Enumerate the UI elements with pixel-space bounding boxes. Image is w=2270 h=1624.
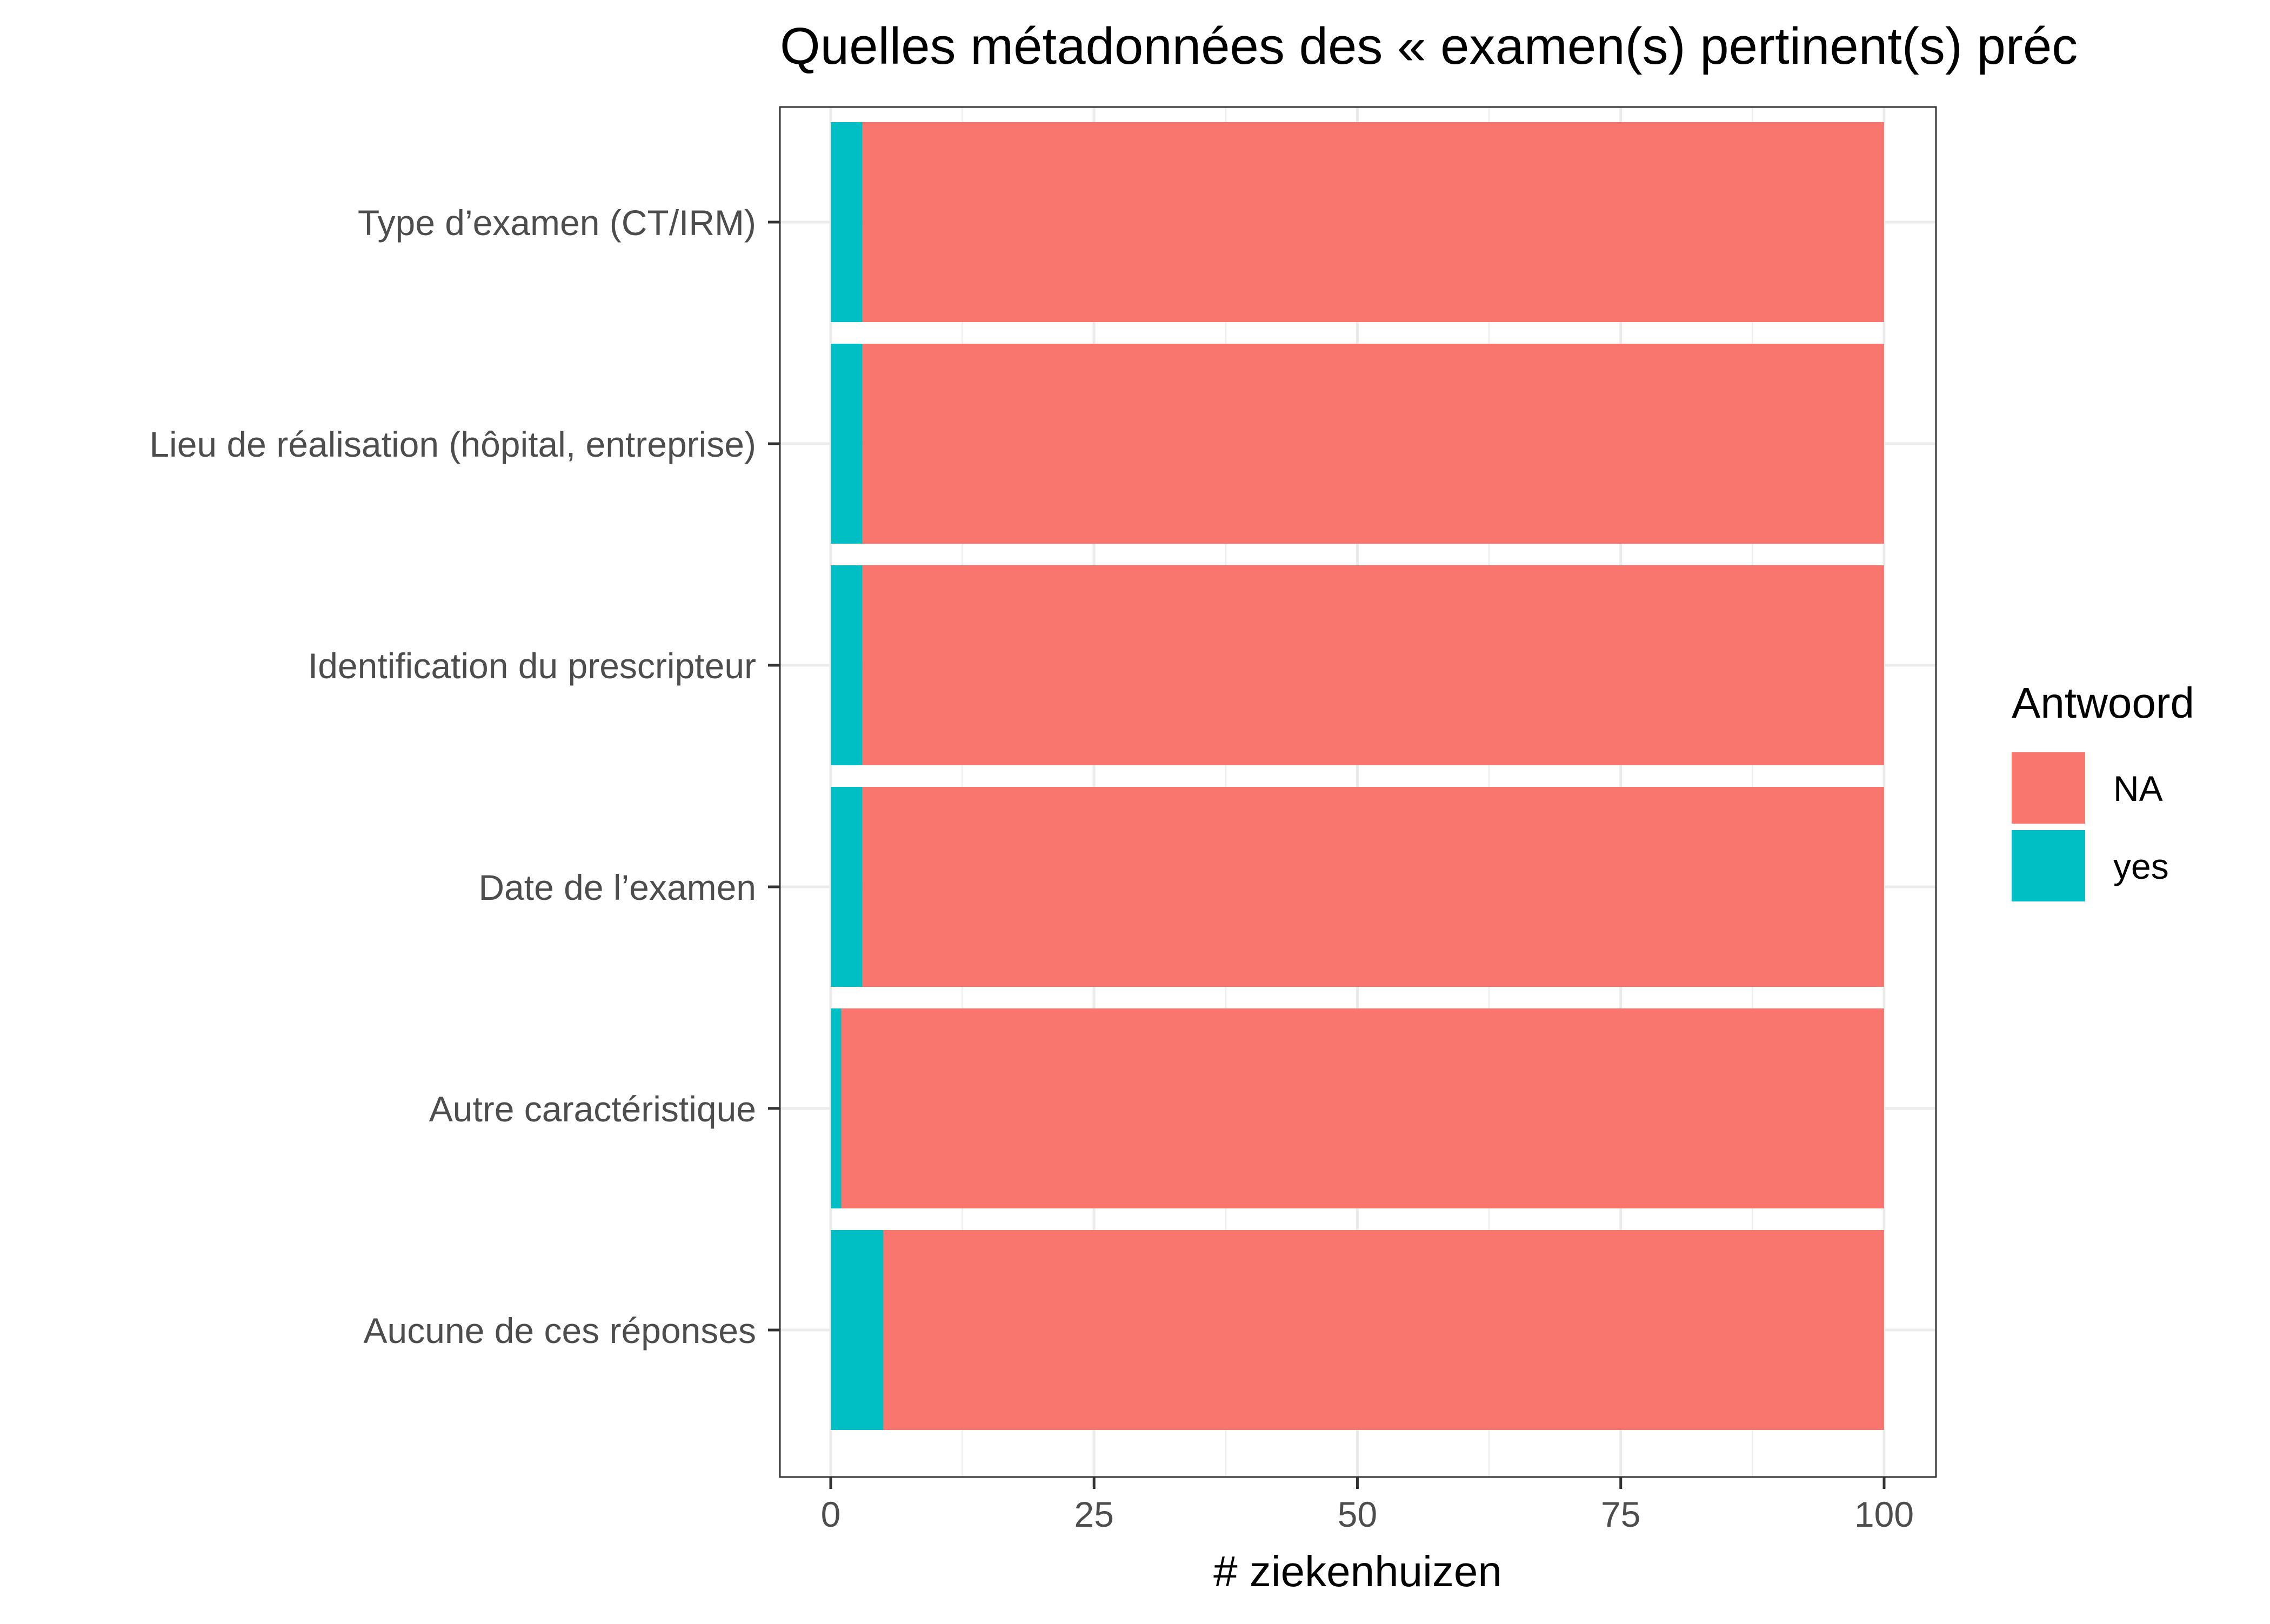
x-axis-title: # ziekenhuizen: [1213, 1547, 1502, 1595]
bar-yes: [831, 1230, 884, 1430]
y-tick-label: Type d’examen (CT/IRM): [358, 203, 756, 243]
y-tick-label: Aucune de ces réponses: [364, 1311, 756, 1351]
bar-yes: [831, 344, 863, 544]
chart-title: Quelles métadonnées des « examen(s) pert…: [780, 17, 2078, 75]
x-tick-label: 75: [1601, 1494, 1640, 1534]
bar-na: [841, 1008, 1884, 1208]
y-tick-label: Lieu de réalisation (hôpital, entreprise…: [149, 424, 756, 464]
bar-yes: [831, 787, 863, 987]
x-tick-label: 25: [1074, 1494, 1114, 1534]
legend-key-na: [2012, 752, 2085, 824]
bar-na: [862, 122, 1884, 322]
legend-title: Antwoord: [2012, 679, 2194, 727]
y-tick-label: Identification du prescripteur: [308, 646, 756, 686]
bar-yes: [831, 122, 863, 322]
x-tick-label: 0: [821, 1494, 841, 1534]
legend-label: NA: [2113, 768, 2163, 808]
bar-na: [862, 565, 1884, 765]
bar-na: [862, 787, 1884, 987]
bar-na: [862, 344, 1884, 544]
legend-label: yes: [2113, 846, 2169, 886]
bar-yes: [831, 565, 863, 765]
bar-na: [883, 1230, 1884, 1430]
x-tick-label: 100: [1854, 1494, 1914, 1534]
y-tick-label: Date de l’examen: [478, 867, 756, 907]
bar-yes: [831, 1008, 842, 1208]
legend-key-yes: [2012, 830, 2085, 901]
legend: Antwoord NA yes: [2012, 679, 2194, 901]
x-tick-label: 50: [1338, 1494, 1377, 1534]
y-tick-label: Autre caractéristique: [429, 1089, 756, 1129]
